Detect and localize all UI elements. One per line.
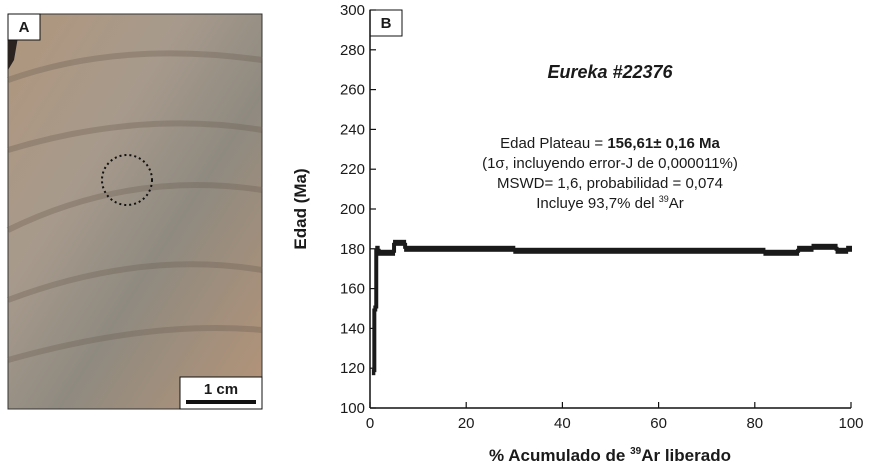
plateau-step <box>797 245 814 252</box>
plateau-step <box>393 239 407 246</box>
rock-bands <box>6 50 263 363</box>
plateau-step <box>811 243 838 250</box>
y-tick-label: 100 <box>340 400 365 417</box>
y-tick-label: 240 <box>340 121 365 138</box>
plateau-step <box>404 245 516 252</box>
x-tick-label: 0 <box>366 415 374 432</box>
annotation: Incluye 93,7% del 39Ar <box>536 194 684 212</box>
y-tick-label: 220 <box>340 161 365 178</box>
panel-label: A <box>19 19 30 36</box>
x-axis-label-text: Ar liberado <box>641 446 731 465</box>
plateau-step <box>763 249 800 256</box>
scale-label: 1 cm <box>204 381 238 398</box>
plateau-step <box>846 245 852 252</box>
x-tick-label: 100 <box>838 415 863 432</box>
y-tick-label: 160 <box>340 281 365 298</box>
y-tick-label: 200 <box>340 201 365 218</box>
x-tick-label: 20 <box>458 415 475 432</box>
annotation-text: Incluye 93,7% del <box>536 195 659 212</box>
y-tick-label: 140 <box>340 320 365 337</box>
panel-label: B <box>381 15 392 32</box>
y-tick-label: 260 <box>340 82 365 99</box>
x-axis-label-text: 39 <box>630 446 642 457</box>
panel-label-box <box>369 9 403 37</box>
annotation: (1σ, incluyendo error-J de 0,000011%) <box>482 155 738 172</box>
chart: B Eureka #22376 Edad Plateau = 156,61± 0… <box>291 2 864 465</box>
x-tick-label: 40 <box>554 415 571 432</box>
x-axis-label: % Acumulado de 39Ar liberado <box>489 446 731 465</box>
annotation-text: 39 <box>659 194 669 204</box>
annotation-text: Edad Plateau = <box>500 135 607 152</box>
annotation: MSWD= 1,6, probabilidad = 0,074 <box>497 175 723 192</box>
y-tick-label: 120 <box>340 360 365 377</box>
chart-title: Eureka #22376 <box>547 62 673 82</box>
photo-panel: A 1 cm <box>6 13 263 410</box>
annotation-text: Ar <box>669 195 684 212</box>
y-tick-label: 180 <box>340 241 365 258</box>
plateau-step <box>835 247 849 254</box>
plateau-step <box>377 249 396 256</box>
y-tick-label: 300 <box>340 2 365 19</box>
x-axis-label-text: % Acumulado de <box>489 446 630 465</box>
panel-label-box <box>7 13 41 41</box>
y-tick-label: 280 <box>340 42 365 59</box>
sample-spot <box>101 154 153 206</box>
y-axis-label: Edad (Ma) <box>291 168 310 249</box>
x-tick-label: 60 <box>650 415 667 432</box>
annotation: Edad Plateau = 156,61± 0,16 Ma <box>500 135 720 152</box>
plateau-step <box>513 247 766 254</box>
photo <box>7 13 263 410</box>
x-tick-label: 80 <box>746 415 763 432</box>
annotation-text: 156,61± 0,16 Ma <box>607 135 720 152</box>
